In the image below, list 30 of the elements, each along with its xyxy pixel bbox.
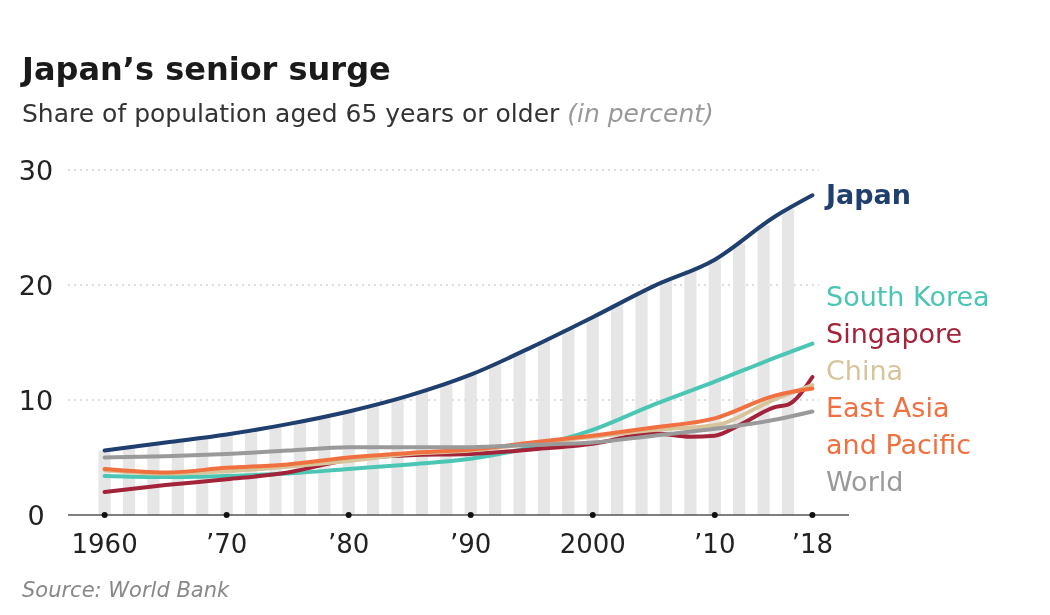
series-label: South Korea: [826, 281, 990, 312]
x-tick-label: ’10: [694, 529, 736, 559]
x-tick-label: ’90: [450, 529, 492, 559]
x-tick-label: ’18: [791, 529, 834, 559]
y-tick-label: 30: [18, 155, 54, 186]
series-label: China: [826, 355, 904, 386]
chart-title: Japan’s senior surge: [20, 50, 391, 88]
series-label: Singapore: [826, 318, 963, 349]
x-tick-label: ’80: [327, 529, 370, 559]
series-label: East Asia and Pacific: [826, 392, 972, 460]
series-label: Japan: [824, 179, 912, 211]
bar: [757, 225, 770, 515]
x-tick-label: 1960: [71, 529, 138, 559]
line-series: [102, 193, 815, 453]
bar: [611, 304, 624, 515]
bar: [562, 328, 575, 515]
bar: [635, 291, 648, 515]
chart-subtitle: Share of population aged 65 years or older (in percent): [22, 99, 714, 128]
line-series: [102, 409, 815, 460]
bar: [733, 243, 746, 515]
bar: [537, 341, 551, 515]
x-tick-label: ’70: [205, 529, 248, 559]
source-note: Source: World Bank: [22, 578, 231, 602]
bar: [781, 209, 795, 515]
bar: [513, 352, 526, 515]
y-tick-label: 10: [18, 385, 54, 416]
text: World: [826, 466, 904, 497]
x-tick-label: 2000: [559, 529, 626, 559]
y-tick-label: 0: [27, 500, 45, 531]
y-tick-label: 20: [18, 270, 54, 301]
